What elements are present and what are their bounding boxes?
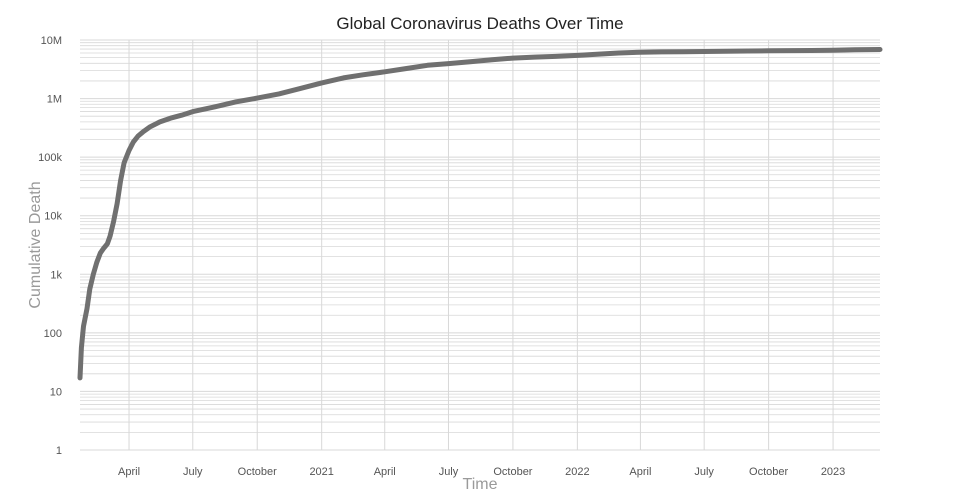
y-tick-label: 10M xyxy=(41,35,62,47)
y-tick-label: 1 xyxy=(56,445,62,457)
chart-title: Global Coronavirus Deaths Over Time xyxy=(336,14,623,33)
series-layer xyxy=(77,47,883,381)
y-axis-ticks: 1 10 100 1k 10k 100k 1M 10M xyxy=(38,35,62,457)
x-tick-label: October xyxy=(749,466,788,478)
x-tick-label: 2021 xyxy=(309,466,333,478)
grid-layer xyxy=(80,39,880,451)
x-tick-label: April xyxy=(374,466,396,478)
series-line xyxy=(77,47,883,381)
y-tick-label: 100 xyxy=(44,328,62,340)
y-axis-title: Cumulative Death xyxy=(27,181,44,308)
x-tick-label: April xyxy=(118,466,140,478)
x-axis-title: Time xyxy=(463,476,498,493)
x-tick-label: 2022 xyxy=(565,466,589,478)
y-tick-label: 10k xyxy=(44,211,62,223)
x-tick-label: 2023 xyxy=(821,466,845,478)
x-tick-label: October xyxy=(493,466,532,478)
x-axis-ticks: April July October 2021 April July October 2022… xyxy=(118,466,845,478)
y-tick-label: 10 xyxy=(50,386,62,398)
y-tick-label: 1k xyxy=(50,269,62,281)
x-tick-label: July xyxy=(183,466,203,478)
x-tick-label: October xyxy=(238,466,277,478)
x-tick-label: July xyxy=(694,466,714,478)
x-tick-label: July xyxy=(439,466,459,478)
y-tick-label: 1M xyxy=(47,94,62,106)
y-tick-label: 100k xyxy=(38,152,62,164)
x-tick-label: April xyxy=(629,466,651,478)
